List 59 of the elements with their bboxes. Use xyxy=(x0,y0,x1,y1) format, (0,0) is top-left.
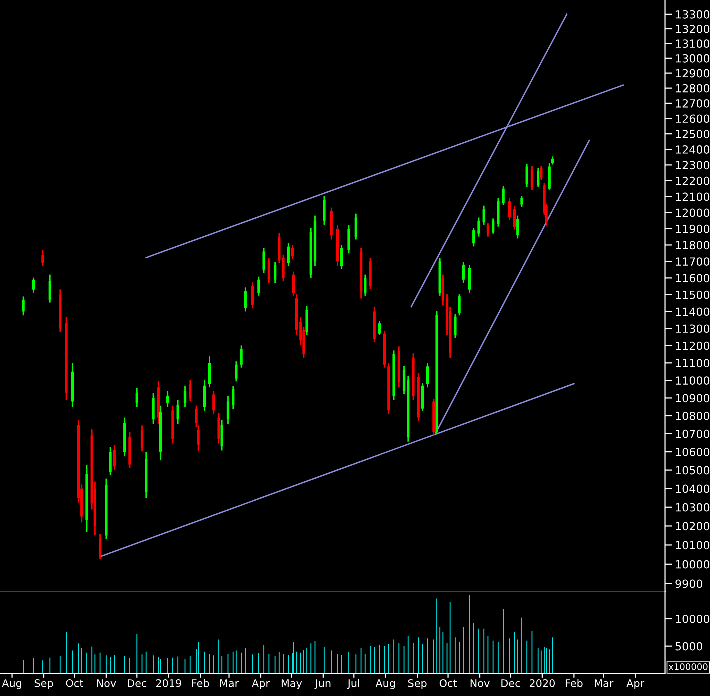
x-tick-label: Mar xyxy=(595,680,614,688)
x-tick-label: Sep xyxy=(34,679,54,690)
x-tick-label: Apr xyxy=(626,680,645,690)
y-tick-label: 10600 xyxy=(676,448,710,456)
x-tick-label: Nov xyxy=(470,680,490,688)
y-tick-label: 12700 xyxy=(676,99,710,108)
x-tick-label: Oct xyxy=(66,679,84,688)
y-tick-label: 10900 xyxy=(676,394,710,403)
x-tick-label: Oct xyxy=(440,679,458,688)
x-tick-label: Dec xyxy=(502,680,520,688)
y-tick-label: 11700 xyxy=(676,258,710,266)
y-tick-label: 13200 xyxy=(676,24,710,34)
y-tick-label: 5000 xyxy=(676,642,703,651)
y-tick-label: 10100 xyxy=(676,541,710,550)
y-tick-label: 11300 xyxy=(676,324,710,334)
x-tick-label: Nov xyxy=(97,680,116,688)
y-tick-label: 13300 xyxy=(676,10,710,19)
y-tick-label: 11000 xyxy=(676,376,710,385)
y-tick-label: 10000 xyxy=(676,614,710,624)
y-tick-label: 13000 xyxy=(676,54,710,63)
y-tick-label: 10700 xyxy=(676,430,710,438)
x-tick-label: Dec xyxy=(128,680,147,688)
y-tick-label: 11800 xyxy=(676,241,710,250)
y-tick-label: 10200 xyxy=(676,522,710,531)
x-tick-label: Mar xyxy=(220,680,240,688)
x-tick-label: Apr xyxy=(252,680,270,690)
x-tick-label: 2020 xyxy=(530,679,556,688)
y-tick-label: 12000 xyxy=(676,208,710,218)
x-tick-label: Jun xyxy=(314,680,331,690)
x-tick-label: Feb xyxy=(192,679,210,688)
x-tick-label: 2019 xyxy=(156,679,182,688)
y-tick-label: 10400 xyxy=(676,484,710,494)
y-tick-label: 11600 xyxy=(676,274,710,283)
y-tick-label: 12500 xyxy=(676,130,710,138)
y-tick-label: 12800 xyxy=(676,84,710,93)
y-tick-label: 10800 xyxy=(676,412,710,420)
y-tick-label: 10300 xyxy=(676,503,710,512)
x-tick-label: May xyxy=(282,680,302,690)
text: x100000 xyxy=(668,664,708,670)
x-tick-label: Sep xyxy=(408,679,427,690)
y-tick-label: 10000 xyxy=(676,560,710,569)
x-tick-label: Feb xyxy=(566,679,583,688)
y-tick-label: 10500 xyxy=(676,466,710,475)
y-tick-label: 12400 xyxy=(676,146,710,154)
y-tick-label: 12600 xyxy=(676,114,710,124)
y-tick-label: 11900 xyxy=(676,224,710,234)
y-tick-label: 12100 xyxy=(676,192,710,202)
y-tick-label: 12900 xyxy=(676,69,710,78)
y-tick-label: 12200 xyxy=(676,176,710,186)
y-tick-label: 11200 xyxy=(676,342,710,350)
x-tick-label: Jul xyxy=(347,679,360,690)
x-tick-label: Aug xyxy=(376,680,396,690)
y-tick-label: 12300 xyxy=(676,161,710,170)
y-tick-label: 13100 xyxy=(676,40,710,48)
y-tick-label: 11500 xyxy=(676,290,710,300)
y-tick-label: 9900 xyxy=(676,580,703,588)
y-tick-label: 11400 xyxy=(676,308,710,316)
x-tick-label: Aug xyxy=(2,680,22,690)
y-tick-label: 11100 xyxy=(676,359,710,368)
